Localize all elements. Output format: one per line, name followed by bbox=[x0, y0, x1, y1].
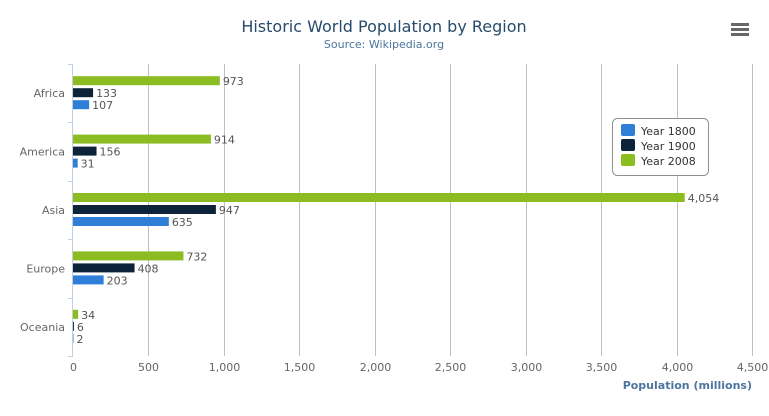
legend-swatch bbox=[621, 124, 635, 136]
data-label: 947 bbox=[219, 204, 240, 217]
bar-year-2008[interactable] bbox=[73, 309, 79, 319]
data-label: 408 bbox=[138, 262, 159, 275]
data-label: 2 bbox=[77, 333, 84, 346]
data-label: 635 bbox=[172, 216, 193, 229]
legend-label: Year 2008 bbox=[640, 155, 696, 168]
data-label: 156 bbox=[100, 146, 121, 159]
legend-label: Year 1800 bbox=[640, 125, 696, 138]
y-category-label: Africa bbox=[34, 87, 65, 100]
data-label: 6 bbox=[77, 321, 84, 334]
legend-swatch bbox=[621, 154, 635, 166]
data-label: 4,054 bbox=[688, 192, 720, 205]
legend-label: Year 1900 bbox=[640, 140, 696, 153]
x-axis-title: Population (millions) bbox=[623, 379, 752, 392]
bar-year-2008[interactable] bbox=[73, 193, 685, 202]
y-category-label: Asia bbox=[42, 204, 65, 217]
bar-year-1900[interactable] bbox=[73, 146, 97, 156]
legend-item[interactable]: Year 1800 bbox=[621, 124, 696, 138]
x-tick-label: 0 bbox=[70, 361, 77, 374]
y-category-label: Europe bbox=[26, 262, 65, 275]
data-label: 203 bbox=[107, 274, 128, 287]
hamburger-menu-icon[interactable] bbox=[731, 23, 749, 36]
bar-year-1800[interactable] bbox=[73, 333, 74, 343]
data-label: 34 bbox=[81, 309, 95, 322]
bar-year-1900[interactable] bbox=[73, 205, 216, 214]
legend-item[interactable]: Year 1900 bbox=[621, 139, 696, 153]
bar-year-1800[interactable] bbox=[73, 158, 78, 168]
x-tick-label: 500 bbox=[138, 361, 159, 374]
data-label: 973 bbox=[223, 75, 244, 88]
bar-year-1800[interactable] bbox=[73, 217, 169, 226]
legend-item[interactable]: Year 2008 bbox=[621, 154, 696, 168]
x-tick-label: 1,000 bbox=[209, 361, 241, 374]
data-label: 31 bbox=[81, 158, 95, 171]
data-label: 107 bbox=[92, 99, 113, 112]
x-tick-label: 3,000 bbox=[511, 361, 543, 374]
chart-subtitle: Source: Wikipedia.org bbox=[324, 38, 444, 51]
bar-year-1900[interactable] bbox=[73, 88, 94, 98]
x-tick-label: 4,000 bbox=[662, 361, 694, 374]
y-category-label: Oceania bbox=[20, 321, 65, 334]
bar-year-1900[interactable] bbox=[73, 321, 74, 331]
legend-box bbox=[612, 118, 709, 176]
y-category-label: America bbox=[20, 146, 65, 159]
bar-year-2008[interactable] bbox=[73, 134, 211, 144]
data-label: 732 bbox=[186, 250, 207, 263]
bar-year-1800[interactable] bbox=[73, 100, 90, 110]
bar-year-1800[interactable] bbox=[73, 275, 104, 285]
x-tick-label: 1,500 bbox=[284, 361, 316, 374]
bar-year-1900[interactable] bbox=[73, 263, 135, 273]
data-label: 133 bbox=[96, 87, 117, 100]
legend-swatch bbox=[621, 139, 635, 151]
data-label: 914 bbox=[214, 134, 235, 147]
chart-title: Historic World Population by Region bbox=[241, 17, 526, 36]
x-tick-label: 3,500 bbox=[586, 361, 618, 374]
x-tick-label: 4,500 bbox=[737, 361, 769, 374]
bar-year-2008[interactable] bbox=[73, 251, 184, 261]
x-tick-label: 2,000 bbox=[360, 361, 392, 374]
bar-year-2008[interactable] bbox=[73, 76, 220, 86]
legend: Year 1800 Year 1900 Year 2008 bbox=[612, 118, 709, 176]
x-tick-label: 2,500 bbox=[435, 361, 467, 374]
